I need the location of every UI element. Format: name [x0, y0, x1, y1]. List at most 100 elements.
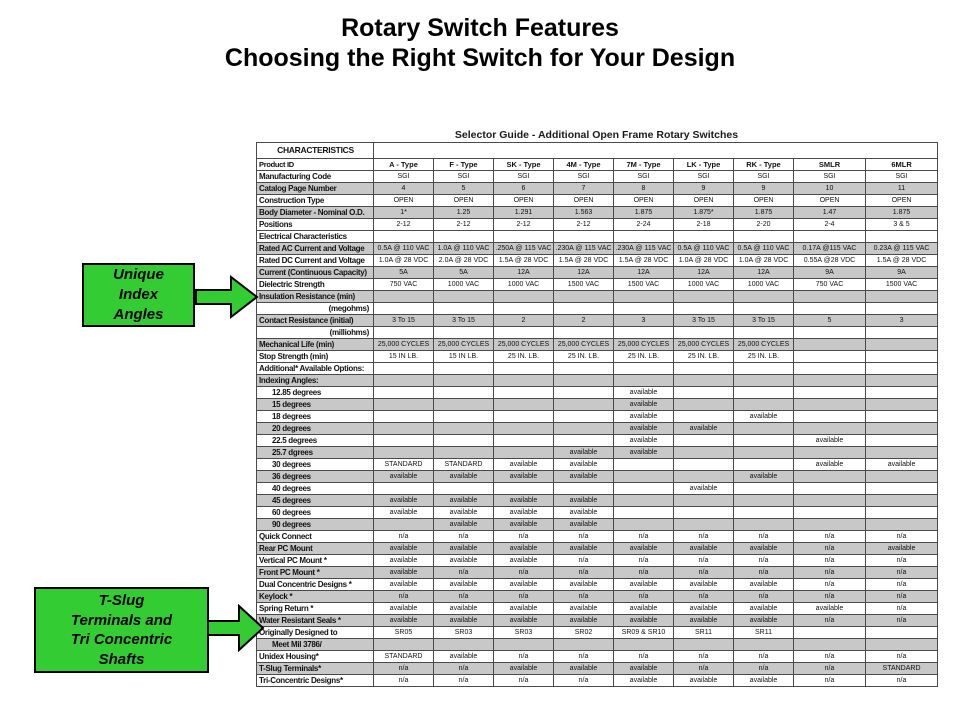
- table-cell: 25,000 CYCLES: [553, 338, 614, 351]
- table-cell: available: [493, 662, 554, 675]
- table-cell: OPEN: [673, 194, 734, 207]
- table-row: Positions 2-12 2-12 2-12 2-12 2-24 2-18 2-20 2-4…: [256, 218, 939, 231]
- table-cell: [733, 446, 794, 459]
- table-row: Water Resistant Seals * available availabl…: [256, 614, 939, 627]
- slide-title-line2: Choosing the Right Switch for Your Desig…: [224, 43, 736, 72]
- table-cell: 9A: [793, 266, 866, 279]
- table-cell: n/a: [613, 554, 674, 567]
- table-cell: [793, 518, 866, 531]
- table-cell: [493, 362, 554, 375]
- table-cell: [673, 362, 734, 375]
- table-cell: available: [433, 614, 494, 627]
- table-row: Stop Strength (min) 15 IN LB. 15 IN LB. 25 …: [256, 350, 939, 363]
- table-cell: .250A @ 115 VAC: [493, 242, 554, 255]
- table-cell: [553, 638, 614, 651]
- table-cell: 0.23A @ 115 VAC: [864, 242, 939, 255]
- row-label: Catalog Page Number: [256, 182, 374, 195]
- table-cell: 12A: [493, 266, 554, 279]
- table-row: Electrical Characteristics: [256, 230, 939, 243]
- table-cell: [553, 230, 614, 243]
- row-label: Product ID: [256, 158, 374, 171]
- table-cell: available: [553, 542, 614, 555]
- table-cell: 2-12: [373, 218, 434, 231]
- table-cell: STANDARD: [864, 662, 939, 675]
- table-cell: [613, 482, 674, 495]
- table-cell: [673, 494, 734, 507]
- table-cell: [864, 230, 939, 243]
- table-cell: n/a: [864, 650, 939, 663]
- table-cell: 1500 VAC: [553, 278, 614, 291]
- table-cell: n/a: [864, 566, 939, 579]
- row-label: Current (Continuous Capacity): [256, 266, 374, 279]
- table-cell: 3 & 5: [864, 218, 939, 231]
- table-cell: available: [433, 554, 494, 567]
- table-cell: n/a: [433, 566, 494, 579]
- table-cell: 12A: [553, 266, 614, 279]
- table-cell: [613, 290, 674, 303]
- table-cell: available: [493, 578, 554, 591]
- table-cell: available: [553, 518, 614, 531]
- table-cell: n/a: [373, 674, 434, 687]
- table-cell: 0.5A @ 110 VAC: [673, 242, 734, 255]
- table-cell: 1.5A @ 28 VDC: [864, 254, 939, 267]
- table-cell: [733, 638, 794, 651]
- table-cell: 0.5A @ 110 VAC: [733, 242, 794, 255]
- table-cell: OPEN: [793, 194, 866, 207]
- table-cell: 11: [864, 182, 939, 195]
- table-cell: available: [553, 470, 614, 483]
- table-cell: [493, 410, 554, 423]
- table-cell: n/a: [793, 590, 866, 603]
- table-row: (megohms): [256, 302, 939, 315]
- table-cell: available: [673, 674, 734, 687]
- table-cell: [793, 398, 866, 411]
- block-arrow-right-icon: [207, 604, 265, 652]
- table-row: Rated DC Current and Voltage 1.0A @ 28 VD…: [256, 254, 939, 267]
- table-cell: [793, 374, 866, 387]
- table-cell: 1.0A @ 28 VDC: [733, 254, 794, 267]
- table-cell: 3 To 15: [373, 314, 434, 327]
- table-row: (milliohms): [256, 326, 939, 339]
- table-cell: n/a: [433, 590, 494, 603]
- row-label: 30 degrees: [256, 458, 374, 471]
- table-cell: [733, 518, 794, 531]
- row-label: 22.5 degrees: [256, 434, 374, 447]
- table-cell: n/a: [793, 614, 866, 627]
- table-row: Body Diameter - Nominal O.D. 1* 1.25 1.291 1…: [256, 206, 939, 219]
- table-cell: [433, 410, 494, 423]
- table-cell: 1*: [373, 206, 434, 219]
- table-cell: SMLR: [793, 158, 866, 171]
- table-cell: [553, 398, 614, 411]
- table-cell: available: [433, 518, 494, 531]
- table-cell: available: [613, 542, 674, 555]
- table-cell: [373, 638, 434, 651]
- table-cell: 1.5A @ 28 VDC: [613, 254, 674, 267]
- table-cell: SGI: [864, 170, 939, 183]
- table-cell: 5: [433, 182, 494, 195]
- table-cell: 1.5A @ 28 VDC: [493, 254, 554, 267]
- table-cell: [864, 410, 939, 423]
- table-cell: [733, 494, 794, 507]
- table-cell: available: [493, 542, 554, 555]
- table-cell: [613, 494, 674, 507]
- table-cell: 1500 VAC: [613, 278, 674, 291]
- table-row: Rated AC Current and Voltage 0.5A @ 110 V…: [256, 242, 939, 255]
- table-cell: [433, 434, 494, 447]
- table-cell: n/a: [673, 554, 734, 567]
- table-row: 18 degrees available available: [256, 410, 939, 423]
- table-cell: [793, 494, 866, 507]
- table-cell: OPEN: [493, 194, 554, 207]
- row-label: Construction Type: [256, 194, 374, 207]
- table-cell: [493, 422, 554, 435]
- table-cell: available: [433, 578, 494, 591]
- table-cell: n/a: [864, 614, 939, 627]
- table-cell: available: [733, 602, 794, 615]
- table-cell: [673, 386, 734, 399]
- table-cell: 25,000 CYCLES: [433, 338, 494, 351]
- table-cell: [373, 230, 434, 243]
- row-label: Indexing Angles:: [256, 374, 374, 387]
- table-cell: n/a: [793, 662, 866, 675]
- table-cell: available: [373, 506, 434, 519]
- table-cell: available: [493, 506, 554, 519]
- table-cell: [793, 470, 866, 483]
- table-cell: available: [433, 602, 494, 615]
